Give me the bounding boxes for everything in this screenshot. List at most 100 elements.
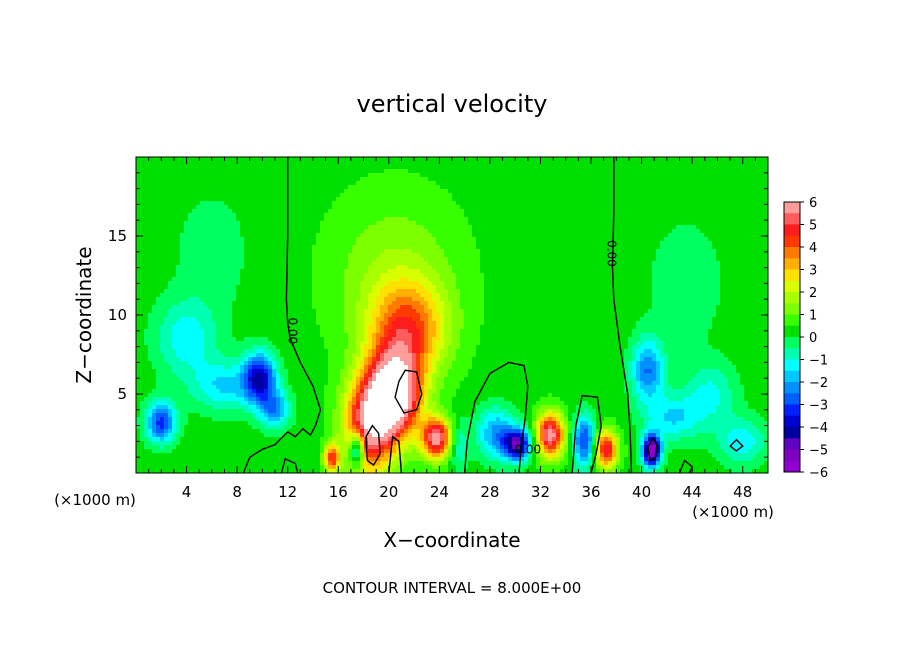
heatmap-cell: [264, 217, 269, 222]
heatmap-cell: [276, 189, 281, 194]
heatmap-cell: [432, 201, 437, 206]
heatmap-cell: [664, 261, 669, 266]
heatmap-cell: [336, 205, 341, 210]
heatmap-cell: [420, 181, 425, 186]
heatmap-cell: [760, 209, 765, 214]
heatmap-cell: [656, 209, 661, 214]
heatmap-cell: [520, 193, 525, 198]
heatmap-cell: [376, 241, 381, 246]
heatmap-cell: [344, 269, 349, 274]
heatmap-cell: [548, 257, 553, 262]
heatmap-cell: [288, 257, 293, 262]
heatmap-cell: [436, 245, 441, 250]
heatmap-cell: [384, 261, 389, 266]
heatmap-cell: [672, 169, 677, 174]
heatmap-cell: [568, 185, 573, 190]
heatmap-cell: [284, 249, 289, 254]
heatmap-cell: [552, 157, 557, 162]
heatmap-cell: [456, 257, 461, 262]
heatmap-cell: [644, 241, 649, 246]
heatmap-cell: [192, 217, 197, 222]
heatmap-cell: [552, 185, 557, 190]
heatmap-cell: [488, 193, 493, 198]
heatmap-cell: [216, 205, 221, 210]
heatmap-cell: [180, 205, 185, 210]
heatmap-cell: [352, 273, 357, 278]
heatmap-cell: [708, 201, 713, 206]
heatmap-cell: [744, 225, 749, 230]
heatmap-cell: [316, 277, 321, 282]
heatmap-cell: [668, 189, 673, 194]
heatmap-cell: [492, 209, 497, 214]
heatmap-cell: [740, 217, 745, 222]
heatmap-cell: [348, 201, 353, 206]
heatmap-cell: [348, 173, 353, 178]
heatmap-cell: [264, 245, 269, 250]
heatmap-cell: [360, 237, 365, 242]
heatmap-cell: [360, 229, 365, 234]
heatmap-cell: [316, 261, 321, 266]
heatmap-cell: [496, 185, 501, 190]
heatmap-cell: [476, 229, 481, 234]
heatmap-cell: [484, 189, 489, 194]
heatmap-cell: [228, 161, 233, 166]
heatmap-cell: [168, 273, 173, 278]
heatmap-cell: [164, 213, 169, 218]
heatmap-cell: [288, 213, 293, 218]
heatmap-cell: [212, 197, 217, 202]
heatmap-cell: [304, 201, 309, 206]
heatmap-cell: [748, 261, 753, 266]
heatmap-cell: [524, 265, 529, 270]
heatmap-cell: [412, 189, 417, 194]
heatmap-cell: [528, 213, 533, 218]
heatmap-cell: [300, 225, 305, 230]
heatmap-cell: [568, 257, 573, 262]
heatmap-cell: [260, 225, 265, 230]
heatmap-cell: [136, 273, 141, 278]
heatmap-cell: [424, 209, 429, 214]
heatmap-cell: [724, 201, 729, 206]
heatmap-cell: [148, 249, 153, 254]
heatmap-cell: [208, 193, 213, 198]
heatmap-cell: [136, 253, 141, 258]
heatmap-cell: [468, 217, 473, 222]
heatmap-cell: [496, 261, 501, 266]
heatmap-cell: [308, 225, 313, 230]
heatmap-cell: [284, 197, 289, 202]
heatmap-cell: [568, 213, 573, 218]
heatmap-cell: [760, 181, 765, 186]
heatmap-cell: [544, 225, 549, 230]
heatmap-cell: [704, 221, 709, 226]
heatmap-cell: [172, 249, 177, 254]
heatmap-cell: [488, 201, 493, 206]
heatmap-cell: [496, 277, 501, 282]
heatmap-cell: [616, 237, 621, 242]
heatmap-cell: [584, 249, 589, 254]
heatmap-cell: [692, 189, 697, 194]
heatmap-cell: [564, 229, 569, 234]
heatmap-cell: [240, 213, 245, 218]
heatmap-cell: [160, 169, 165, 174]
heatmap-cell: [252, 181, 257, 186]
heatmap-cell: [400, 213, 405, 218]
heatmap-cell: [724, 249, 729, 254]
heatmap-cell: [440, 265, 445, 270]
heatmap-cell: [380, 261, 385, 266]
heatmap-cell: [372, 205, 377, 210]
heatmap-cell: [432, 181, 437, 186]
heatmap-cell: [548, 225, 553, 230]
heatmap-cell: [516, 241, 521, 246]
heatmap-cell: [280, 193, 285, 198]
heatmap-cell: [564, 237, 569, 242]
heatmap-cell: [440, 189, 445, 194]
heatmap-cell: [344, 237, 349, 242]
heatmap-cell: [200, 229, 205, 234]
heatmap-cell: [696, 253, 701, 258]
heatmap-cell: [620, 201, 625, 206]
heatmap-cell: [580, 261, 585, 266]
heatmap-cell: [340, 233, 345, 238]
heatmap-cell: [624, 173, 629, 178]
heatmap-cell: [476, 197, 481, 202]
heatmap-cell: [748, 165, 753, 170]
heatmap-cell: [408, 241, 413, 246]
